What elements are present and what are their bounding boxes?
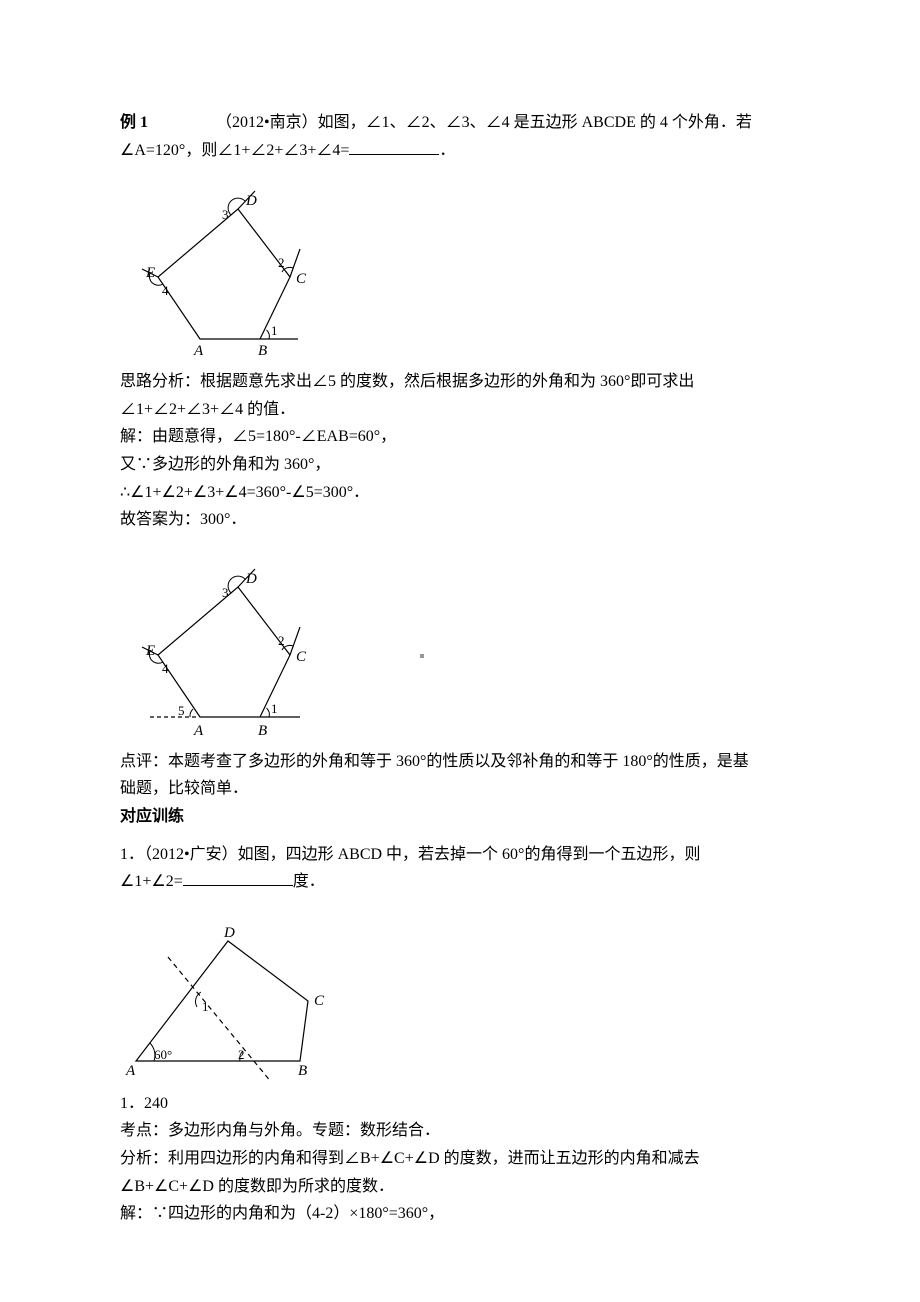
lbl3-1: 1 bbox=[202, 999, 209, 1014]
figure1-svg: A B C D E 1 2 3 4 bbox=[120, 169, 320, 359]
training-label: 对应训练 bbox=[120, 804, 800, 830]
figure-pentagon-1: A B C D E 1 2 3 4 bbox=[120, 169, 800, 359]
figure3-svg: A B C D 1 2 60° bbox=[120, 911, 340, 1081]
q1-line2: ∠1+∠2= 度． bbox=[120, 869, 800, 895]
q1-line2a: ∠1+∠2= bbox=[120, 873, 183, 890]
watermark-dot bbox=[420, 654, 424, 658]
arc-1 bbox=[267, 330, 270, 339]
sol-3: ∴∠1+∠2+∠3+∠4=360°-∠5=300°． bbox=[120, 480, 800, 506]
ex1-text1a: （2012•南京）如图，∠1、∠2、∠3、∠4 是五边形 ABCDE 的 4 个… bbox=[216, 114, 752, 131]
q1-line2b: 度． bbox=[293, 873, 325, 890]
ex1-label: 例 1 bbox=[120, 114, 148, 131]
analysis-1: 思路分析：根据题意先求出∠5 的度数，然后根据多边形的外角和为 360°即可求出 bbox=[120, 369, 800, 395]
figure-pentagon-2: A B C D E 1 2 3 4 5 bbox=[120, 539, 800, 739]
fill-blank-2 bbox=[183, 869, 293, 886]
pentagon bbox=[158, 209, 290, 339]
figure2-svg: A B C D E 1 2 3 4 5 bbox=[120, 539, 320, 739]
sol-4: 故答案为：300°． bbox=[120, 507, 800, 533]
q1-sol: 解：∵四边形的内角和为（4-2）×180°=360°， bbox=[120, 1201, 800, 1227]
cut-line bbox=[168, 957, 272, 1081]
comment-1: 点评：本题考查了多边形的外角和等于 360°的性质以及邻补角的和等于 180°的… bbox=[120, 749, 800, 775]
arc2-5 bbox=[190, 709, 193, 717]
sol-2: 又∵多边形的外角和为 360°， bbox=[120, 452, 800, 478]
lbl2-C: C bbox=[296, 649, 307, 665]
lbl2-1: 1 bbox=[271, 701, 278, 716]
lbl-2: 2 bbox=[278, 255, 285, 270]
lbl-3: 3 bbox=[222, 207, 229, 222]
ex1-text1b: ∠A=120°，则∠1+∠2+∠3+∠4= bbox=[120, 142, 349, 159]
lbl2-B: B bbox=[258, 723, 267, 739]
spacer2 bbox=[120, 832, 800, 842]
analysis-2: ∠1+∠2+∠3+∠4 的值． bbox=[120, 397, 800, 423]
lbl2-5: 5 bbox=[178, 703, 185, 718]
lbl3-D: D bbox=[223, 925, 235, 941]
ex1-line2: ∠A=120°，则∠1+∠2+∠3+∠4= ． bbox=[120, 138, 800, 164]
pentagon2 bbox=[158, 587, 290, 717]
lbl-4: 4 bbox=[162, 283, 169, 298]
lbl2-E: E bbox=[145, 643, 155, 659]
sol-1: 解：由题意得，∠5=180°-∠EAB=60°， bbox=[120, 424, 800, 450]
lbl2-D: D bbox=[245, 571, 257, 587]
lbl3-B: B bbox=[298, 1063, 307, 1079]
lbl-E: E bbox=[145, 265, 155, 281]
arc2-3 bbox=[228, 576, 245, 593]
q1-ans: 1．240 bbox=[120, 1091, 800, 1117]
lbl-1: 1 bbox=[271, 323, 278, 338]
lbl3-60: 60° bbox=[154, 1047, 172, 1062]
lbl2-2: 2 bbox=[278, 633, 285, 648]
q1-fx2: ∠B+∠C+∠D 的度数即为所求的度数． bbox=[120, 1174, 800, 1200]
lbl3-2: 2 bbox=[238, 1047, 245, 1062]
lbl-B: B bbox=[258, 343, 267, 359]
arc2-1 bbox=[267, 708, 270, 717]
lbl-C: C bbox=[296, 271, 307, 287]
lbl3-C: C bbox=[314, 993, 325, 1009]
ex1-line1: 例 1 （2012•南京）如图，∠1、∠2、∠3、∠4 是五边形 ABCDE 的… bbox=[120, 110, 800, 136]
lbl2-4: 4 bbox=[162, 661, 169, 676]
q1-kd: 考点：多边形内角与外角。专题：数形结合． bbox=[120, 1118, 800, 1144]
figure-quad: A B C D 1 2 60° bbox=[120, 911, 800, 1081]
quad bbox=[136, 941, 308, 1061]
arc3-1 bbox=[196, 992, 201, 1007]
fill-blank-1 bbox=[349, 138, 439, 155]
lbl2-A: A bbox=[193, 723, 204, 739]
q1-fx1: 分析：利用四边形的内角和得到∠B+∠C+∠D 的度数，进而让五边形的内角和减去 bbox=[120, 1146, 800, 1172]
comment-2: 础题，比较简单． bbox=[120, 776, 800, 802]
lbl2-3: 3 bbox=[222, 585, 229, 600]
arc-3 bbox=[228, 198, 245, 215]
lbl-A: A bbox=[193, 343, 204, 359]
q1-line1: 1．（2012•广安）如图，四边形 ABCD 中，若去掉一个 60°的角得到一个… bbox=[120, 842, 800, 868]
lbl-D: D bbox=[245, 193, 257, 209]
lbl3-A: A bbox=[125, 1063, 136, 1079]
document-page: 例 1 （2012•南京）如图，∠1、∠2、∠3、∠4 是五边形 ABCDE 的… bbox=[0, 0, 920, 1302]
ex1-text1c: ． bbox=[439, 142, 455, 159]
